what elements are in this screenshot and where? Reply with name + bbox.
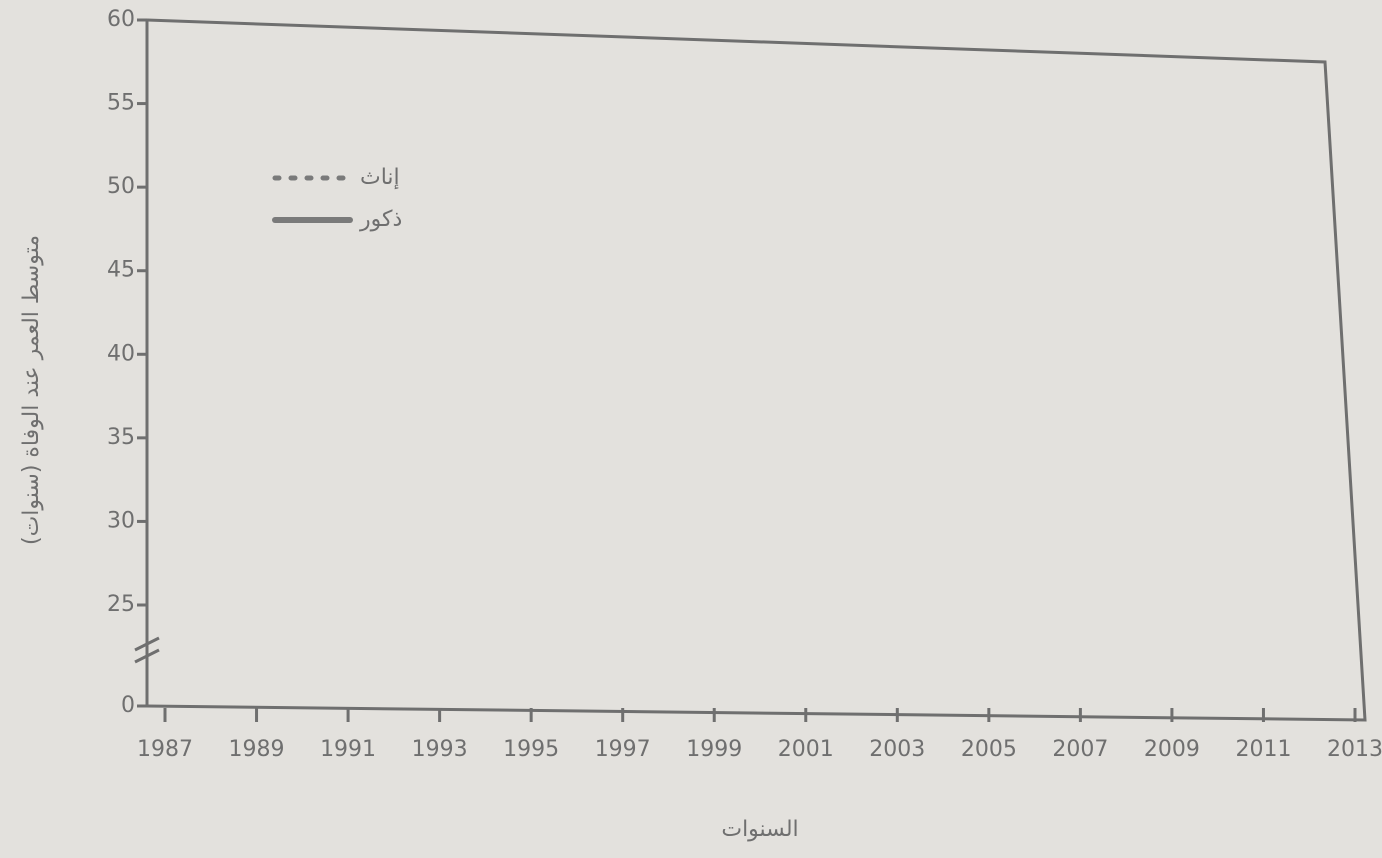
plot-frame xyxy=(146,18,1367,722)
x-tick-label: 2005 xyxy=(961,737,1017,762)
y-axis-label: متوسط العمر عند الوفاة (سنوات) xyxy=(19,235,44,545)
x-tick-label: 1999 xyxy=(686,737,742,762)
x-tick-label: 1993 xyxy=(412,737,468,762)
legend-label: إناث xyxy=(360,165,400,190)
y-tick-label: 35 xyxy=(107,425,135,450)
y-tick-label: 55 xyxy=(107,91,135,116)
x-tick-label: 1997 xyxy=(595,737,651,762)
x-tick-label: 1991 xyxy=(320,737,376,762)
y-tick-label: 60 xyxy=(107,7,135,32)
x-tick-label: 2001 xyxy=(778,737,834,762)
x-tick-label: 2007 xyxy=(1052,737,1108,762)
axis-break xyxy=(134,648,160,664)
x-tick-label: 1989 xyxy=(229,737,285,762)
x-tick-label: 2009 xyxy=(1144,737,1200,762)
x-axis-label: السنوات xyxy=(721,817,798,842)
y-tick-label: 25 xyxy=(107,592,135,617)
x-tick-label: 2003 xyxy=(869,737,925,762)
x-tick-label: 2013 xyxy=(1327,737,1382,762)
x-tick-label: 2011 xyxy=(1235,737,1291,762)
y-tick-label: 45 xyxy=(107,258,135,283)
y-tick-label: 30 xyxy=(107,508,135,533)
x-tick-label: 1987 xyxy=(137,737,193,762)
axis-break xyxy=(134,636,160,652)
legend-label: ذكور xyxy=(359,207,402,232)
x-tick-label: 1995 xyxy=(503,737,559,762)
y-tick-label: 50 xyxy=(107,174,135,199)
y-tick-label: 0 xyxy=(121,693,135,718)
y-tick-label: 40 xyxy=(107,341,135,366)
